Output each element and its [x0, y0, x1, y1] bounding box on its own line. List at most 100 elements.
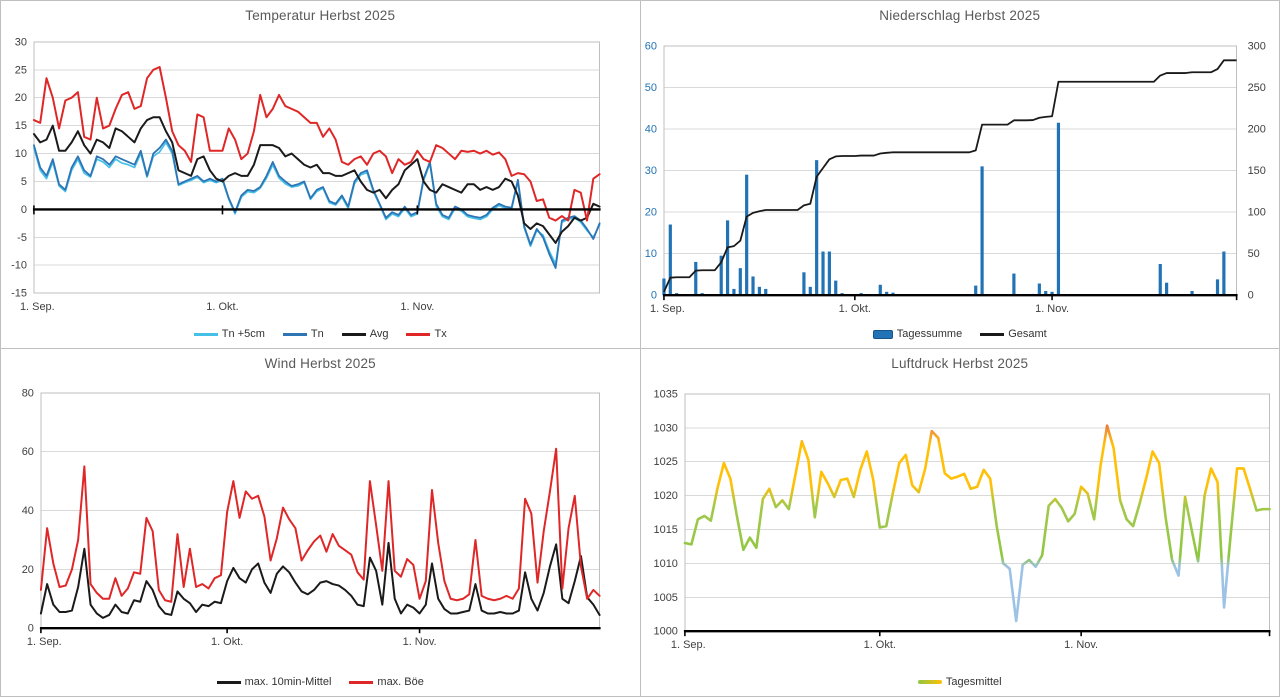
legend-label: Gesamt — [1008, 328, 1047, 340]
legend-item: Avg — [341, 328, 388, 340]
svg-text:1005: 1005 — [653, 592, 677, 604]
rain-bar — [878, 284, 882, 296]
svg-text:1. Nov.: 1. Nov. — [1064, 639, 1098, 651]
rain-bar — [1164, 282, 1168, 296]
svg-text:20: 20 — [15, 92, 27, 104]
wind-chart: 0 20 40 60 80 1. Sep. 1. Okt. 1. Nov. — [22, 387, 601, 648]
rain-bar — [1221, 251, 1225, 296]
svg-text:1035: 1035 — [653, 388, 677, 400]
svg-text:60: 60 — [644, 40, 656, 52]
svg-text:1. Sep.: 1. Sep. — [20, 301, 55, 313]
svg-text:1. Okt.: 1. Okt. — [211, 636, 243, 648]
svg-text:80: 80 — [22, 387, 34, 399]
legend-label: max. Böe — [377, 676, 424, 688]
series-max. Böe — [39, 447, 601, 603]
legend-swatch-line — [193, 332, 218, 336]
rain-bar — [731, 288, 736, 296]
svg-text:1. Nov.: 1. Nov. — [400, 301, 434, 313]
rain-bar — [693, 261, 697, 296]
svg-text:20: 20 — [22, 564, 34, 576]
legend-item: max. Böe — [349, 676, 424, 688]
svg-text:300: 300 — [1247, 40, 1265, 52]
rain-bar — [1056, 122, 1060, 296]
legend-label: Tagessumme — [896, 328, 963, 340]
legend-swatch-line — [216, 680, 241, 684]
wind-chart-panel: Wind Herbst 2025 0 20 40 60 80 1. Sep. 1. Okt.… — [1, 349, 640, 696]
temperature-legend: Tn +5cm Tn Avg Tx — [1, 328, 640, 340]
svg-text:1010: 1010 — [653, 558, 677, 570]
svg-text:5: 5 — [21, 176, 27, 188]
svg-text:0: 0 — [1247, 290, 1253, 302]
svg-text:50: 50 — [1247, 248, 1259, 260]
svg-text:10: 10 — [644, 248, 656, 260]
svg-text:1025: 1025 — [653, 456, 677, 468]
svg-text:1. Sep.: 1. Sep. — [27, 636, 62, 648]
svg-text:0: 0 — [28, 623, 34, 635]
precipitation-legend: Tagessumme Gesamt — [641, 328, 1280, 340]
rain-bar — [820, 251, 825, 296]
legend-label: Tagesmittel — [945, 676, 1002, 688]
rain-bar — [763, 288, 767, 296]
svg-text:15: 15 — [15, 120, 27, 132]
rain-bar — [833, 280, 837, 296]
daily-sum-bars — [661, 122, 1225, 296]
x-axis-labels: 1. Sep. 1. Okt. 1. Nov. — [20, 301, 434, 313]
svg-text:-5: -5 — [17, 232, 27, 244]
svg-text:30: 30 — [644, 165, 656, 177]
x-axis-labels: 1. Sep. 1. Okt. 1. Nov. — [649, 303, 1068, 315]
legend-item: Tx — [406, 328, 447, 340]
rain-bar — [814, 160, 818, 296]
svg-text:150: 150 — [1247, 165, 1265, 177]
gridlines — [33, 41, 600, 294]
rain-bar — [973, 285, 977, 296]
series-Avg — [32, 116, 601, 244]
pressure-chart-title: Luftdruck Herbst 2025 — [891, 356, 1029, 371]
rain-bar — [1158, 263, 1162, 296]
rain-bar — [757, 286, 761, 296]
svg-text:1. Okt.: 1. Okt. — [863, 639, 895, 651]
y-axis-right-labels: 0 50 100 150 200 250 300 — [1247, 40, 1265, 301]
svg-text:100: 100 — [1247, 207, 1265, 219]
temperature-chart-title: Temperatur Herbst 2025 — [245, 8, 396, 23]
rain-bar — [1049, 291, 1054, 296]
legend-item: Tagesmittel — [917, 676, 1002, 688]
rain-bar — [725, 220, 729, 296]
y-axis-labels: 1000 1005 1010 1015 1020 1025 1030 1035 — [653, 388, 677, 637]
svg-text:1. Sep.: 1. Sep. — [670, 639, 705, 651]
wind-legend: max. 10min-Mittel max. Böe — [1, 676, 640, 688]
legend-label: Tn +5cm — [221, 328, 265, 340]
x-axis-labels: 1. Sep. 1. Okt. 1. Nov. — [670, 639, 1097, 651]
legend-item: max. 10min-Mittel — [216, 676, 332, 688]
series-Tn — [33, 138, 601, 269]
rain-bar — [738, 268, 742, 296]
legend-swatch-line — [282, 332, 307, 336]
rain-bar — [744, 174, 748, 296]
legend-swatch-line — [406, 332, 431, 336]
rain-bar — [1189, 290, 1194, 296]
svg-text:1. Nov.: 1. Nov. — [403, 636, 437, 648]
svg-text:0: 0 — [650, 290, 656, 302]
svg-text:1015: 1015 — [653, 524, 677, 536]
legend-label: Tn — [310, 328, 324, 340]
svg-text:1020: 1020 — [653, 490, 677, 502]
svg-text:25: 25 — [15, 64, 27, 76]
rain-bar — [750, 276, 755, 296]
legend-swatch-bar — [872, 329, 893, 339]
svg-text:10: 10 — [15, 148, 27, 160]
y-axis-labels: 0 20 40 60 80 — [22, 387, 34, 634]
svg-text:-15: -15 — [11, 288, 27, 300]
legend-swatch-line — [980, 332, 1005, 336]
rain-bar — [808, 286, 812, 296]
legend-swatch-line — [349, 680, 374, 684]
svg-text:1. Nov.: 1. Nov. — [1035, 303, 1069, 315]
rain-bar — [979, 166, 984, 296]
rain-bar — [1215, 279, 1219, 296]
svg-text:1. Sep.: 1. Sep. — [649, 303, 684, 315]
wind-chart-title: Wind Herbst 2025 — [264, 356, 376, 371]
svg-text:40: 40 — [22, 505, 34, 517]
precipitation-chart-panel: Niederschlag Herbst 2025 0 10 20 30 40 50 60 0 5… — [640, 1, 1280, 348]
rain-bar — [668, 224, 672, 296]
legend-label: max. 10min-Mittel — [244, 676, 332, 688]
svg-text:1. Okt.: 1. Okt. — [206, 301, 238, 313]
